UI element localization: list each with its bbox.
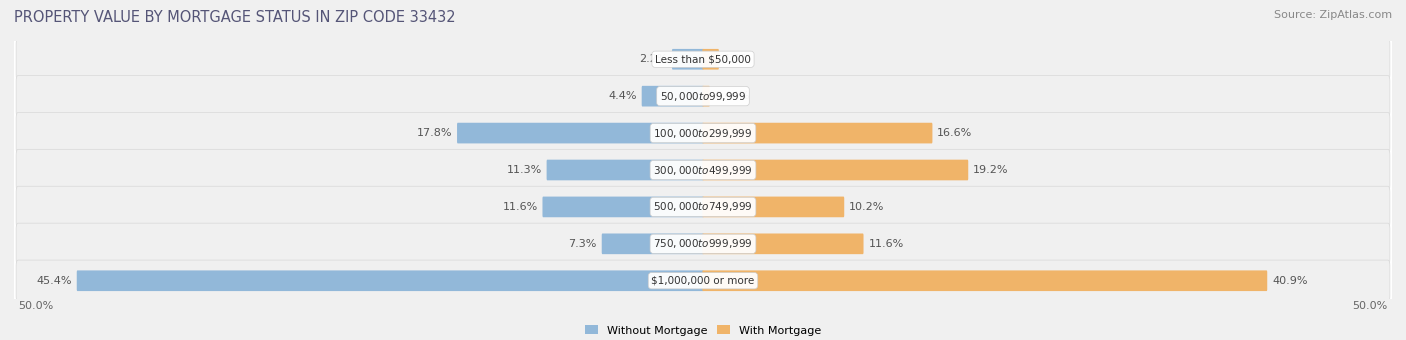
Text: 45.4%: 45.4% <box>37 276 72 286</box>
Text: Less than $50,000: Less than $50,000 <box>655 54 751 64</box>
FancyBboxPatch shape <box>672 49 703 70</box>
Text: 2.2%: 2.2% <box>638 54 668 64</box>
Text: 7.3%: 7.3% <box>568 239 598 249</box>
Legend: Without Mortgage, With Mortgage: Without Mortgage, With Mortgage <box>581 321 825 340</box>
Text: $100,000 to $299,999: $100,000 to $299,999 <box>654 126 752 140</box>
Text: 4.4%: 4.4% <box>609 91 637 101</box>
Text: Source: ZipAtlas.com: Source: ZipAtlas.com <box>1274 10 1392 20</box>
FancyBboxPatch shape <box>457 123 703 143</box>
Text: 17.8%: 17.8% <box>416 128 453 138</box>
FancyBboxPatch shape <box>602 234 703 254</box>
Text: $750,000 to $999,999: $750,000 to $999,999 <box>654 237 752 250</box>
Text: $1,000,000 or more: $1,000,000 or more <box>651 276 755 286</box>
Text: 11.6%: 11.6% <box>869 239 904 249</box>
Text: PROPERTY VALUE BY MORTGAGE STATUS IN ZIP CODE 33432: PROPERTY VALUE BY MORTGAGE STATUS IN ZIP… <box>14 10 456 25</box>
FancyBboxPatch shape <box>15 223 1391 265</box>
Text: 19.2%: 19.2% <box>973 165 1008 175</box>
FancyBboxPatch shape <box>15 113 1391 154</box>
FancyBboxPatch shape <box>703 197 844 217</box>
Text: $500,000 to $749,999: $500,000 to $749,999 <box>654 200 752 214</box>
Text: 50.0%: 50.0% <box>1353 301 1388 311</box>
FancyBboxPatch shape <box>547 160 703 180</box>
FancyBboxPatch shape <box>703 270 1267 291</box>
FancyBboxPatch shape <box>703 234 863 254</box>
Text: $300,000 to $499,999: $300,000 to $499,999 <box>654 164 752 176</box>
FancyBboxPatch shape <box>77 270 703 291</box>
Text: $50,000 to $99,999: $50,000 to $99,999 <box>659 90 747 103</box>
Text: 10.2%: 10.2% <box>849 202 884 212</box>
FancyBboxPatch shape <box>641 86 703 106</box>
FancyBboxPatch shape <box>15 38 1391 80</box>
Text: 11.6%: 11.6% <box>502 202 537 212</box>
Text: 11.3%: 11.3% <box>506 165 541 175</box>
Text: 0.44%: 0.44% <box>714 91 749 101</box>
FancyBboxPatch shape <box>15 75 1391 117</box>
FancyBboxPatch shape <box>703 49 718 70</box>
Text: 16.6%: 16.6% <box>938 128 973 138</box>
Text: 50.0%: 50.0% <box>18 301 53 311</box>
FancyBboxPatch shape <box>543 197 703 217</box>
Text: 1.1%: 1.1% <box>724 54 752 64</box>
FancyBboxPatch shape <box>703 86 710 106</box>
FancyBboxPatch shape <box>703 123 932 143</box>
FancyBboxPatch shape <box>15 260 1391 302</box>
Text: 40.9%: 40.9% <box>1272 276 1308 286</box>
FancyBboxPatch shape <box>703 160 969 180</box>
FancyBboxPatch shape <box>15 149 1391 191</box>
FancyBboxPatch shape <box>15 186 1391 227</box>
